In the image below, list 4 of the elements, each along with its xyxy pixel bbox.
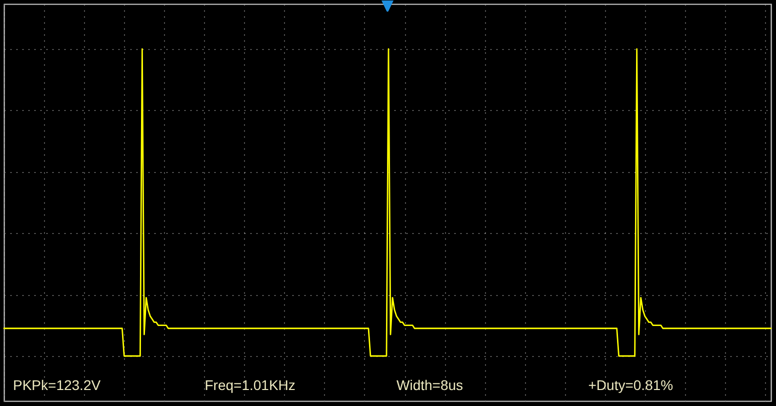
text: +Duty=0.81% bbox=[588, 377, 674, 393]
text: Freq=1.01KHz bbox=[204, 377, 296, 393]
text: Width=8us bbox=[396, 377, 464, 393]
text: PKPk=123.2V bbox=[13, 377, 102, 393]
